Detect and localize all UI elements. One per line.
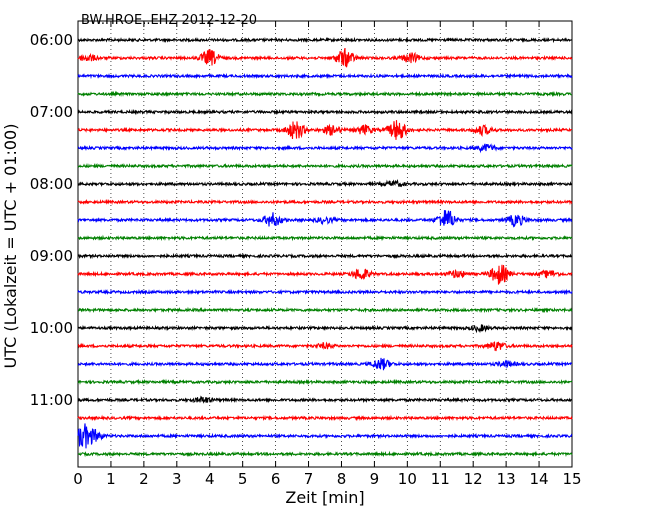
x-tick-label: 13 xyxy=(497,470,516,488)
x-tick-label: 7 xyxy=(304,470,314,488)
x-tick-label: 10 xyxy=(398,470,417,488)
seismic-trace-1000 xyxy=(77,324,573,334)
seismic-trace-0900 xyxy=(77,252,573,260)
x-tick-label: 6 xyxy=(271,470,281,488)
seismic-trace-0930 xyxy=(77,288,573,296)
seismic-trace-1145 xyxy=(77,450,573,458)
x-tick-label: 2 xyxy=(139,470,149,488)
seismic-trace-1130 xyxy=(77,423,573,449)
y-tick-label: 10:00 xyxy=(30,319,73,337)
x-tick-label: 3 xyxy=(172,470,182,488)
seismic-trace-0830 xyxy=(77,210,573,228)
seismic-trace-0845 xyxy=(77,234,573,242)
x-tick-label: 12 xyxy=(464,470,483,488)
seismic-trace-0615 xyxy=(77,47,573,68)
seismic-trace-1115 xyxy=(77,414,573,422)
seismic-trace-0700 xyxy=(77,108,573,116)
seismic-trace-0945 xyxy=(77,306,573,314)
x-tick-label: 1 xyxy=(106,470,116,488)
x-tick-label: 8 xyxy=(337,470,347,488)
y-tick-label: 07:00 xyxy=(30,103,73,121)
seismic-trace-1100 xyxy=(77,395,573,404)
plot-frame xyxy=(77,20,573,468)
seismic-trace-1045 xyxy=(77,378,573,386)
x-tick-label: 14 xyxy=(530,470,549,488)
seismic-trace-0745 xyxy=(77,162,573,170)
chart-title: BW.HROE..EHZ 2012-12-20 xyxy=(81,13,257,28)
seismic-trace-0600 xyxy=(77,36,573,44)
y-tick-label: 11:00 xyxy=(30,391,73,409)
ticks: 0 1 2 3 4 5 6 7 8 9 10 11 12 13 14 1506:0007:0008:0009:… xyxy=(30,21,582,488)
x-axis-label: Zeit [min] xyxy=(285,488,364,507)
seismic-trace-1015 xyxy=(77,341,573,352)
x-tick-label: 15 xyxy=(562,470,581,488)
x-tick-label: 9 xyxy=(370,470,380,488)
seismic-trace-0645 xyxy=(77,90,573,98)
y-tick-label: 09:00 xyxy=(30,247,73,265)
y-tick-label: 08:00 xyxy=(30,175,73,193)
x-tick-label: 11 xyxy=(431,470,450,488)
y-tick-label: 06:00 xyxy=(30,31,73,49)
seismic-trace-0715 xyxy=(77,120,573,140)
seismic-trace-0915 xyxy=(77,264,573,285)
y-axis-label: UTC (Lokalzeit = UTC + 01:00) xyxy=(1,124,20,369)
x-tick-label: 5 xyxy=(238,470,248,488)
seismic-trace-0730 xyxy=(77,143,573,154)
x-tick-label: 0 xyxy=(73,470,83,488)
seismic-trace-0630 xyxy=(77,72,573,80)
x-tick-label: 4 xyxy=(205,470,215,488)
seismic-trace-0800 xyxy=(77,178,573,188)
traces xyxy=(77,36,573,458)
seismic-trace-1030 xyxy=(77,357,573,371)
seismic-trace-0815 xyxy=(77,198,573,206)
